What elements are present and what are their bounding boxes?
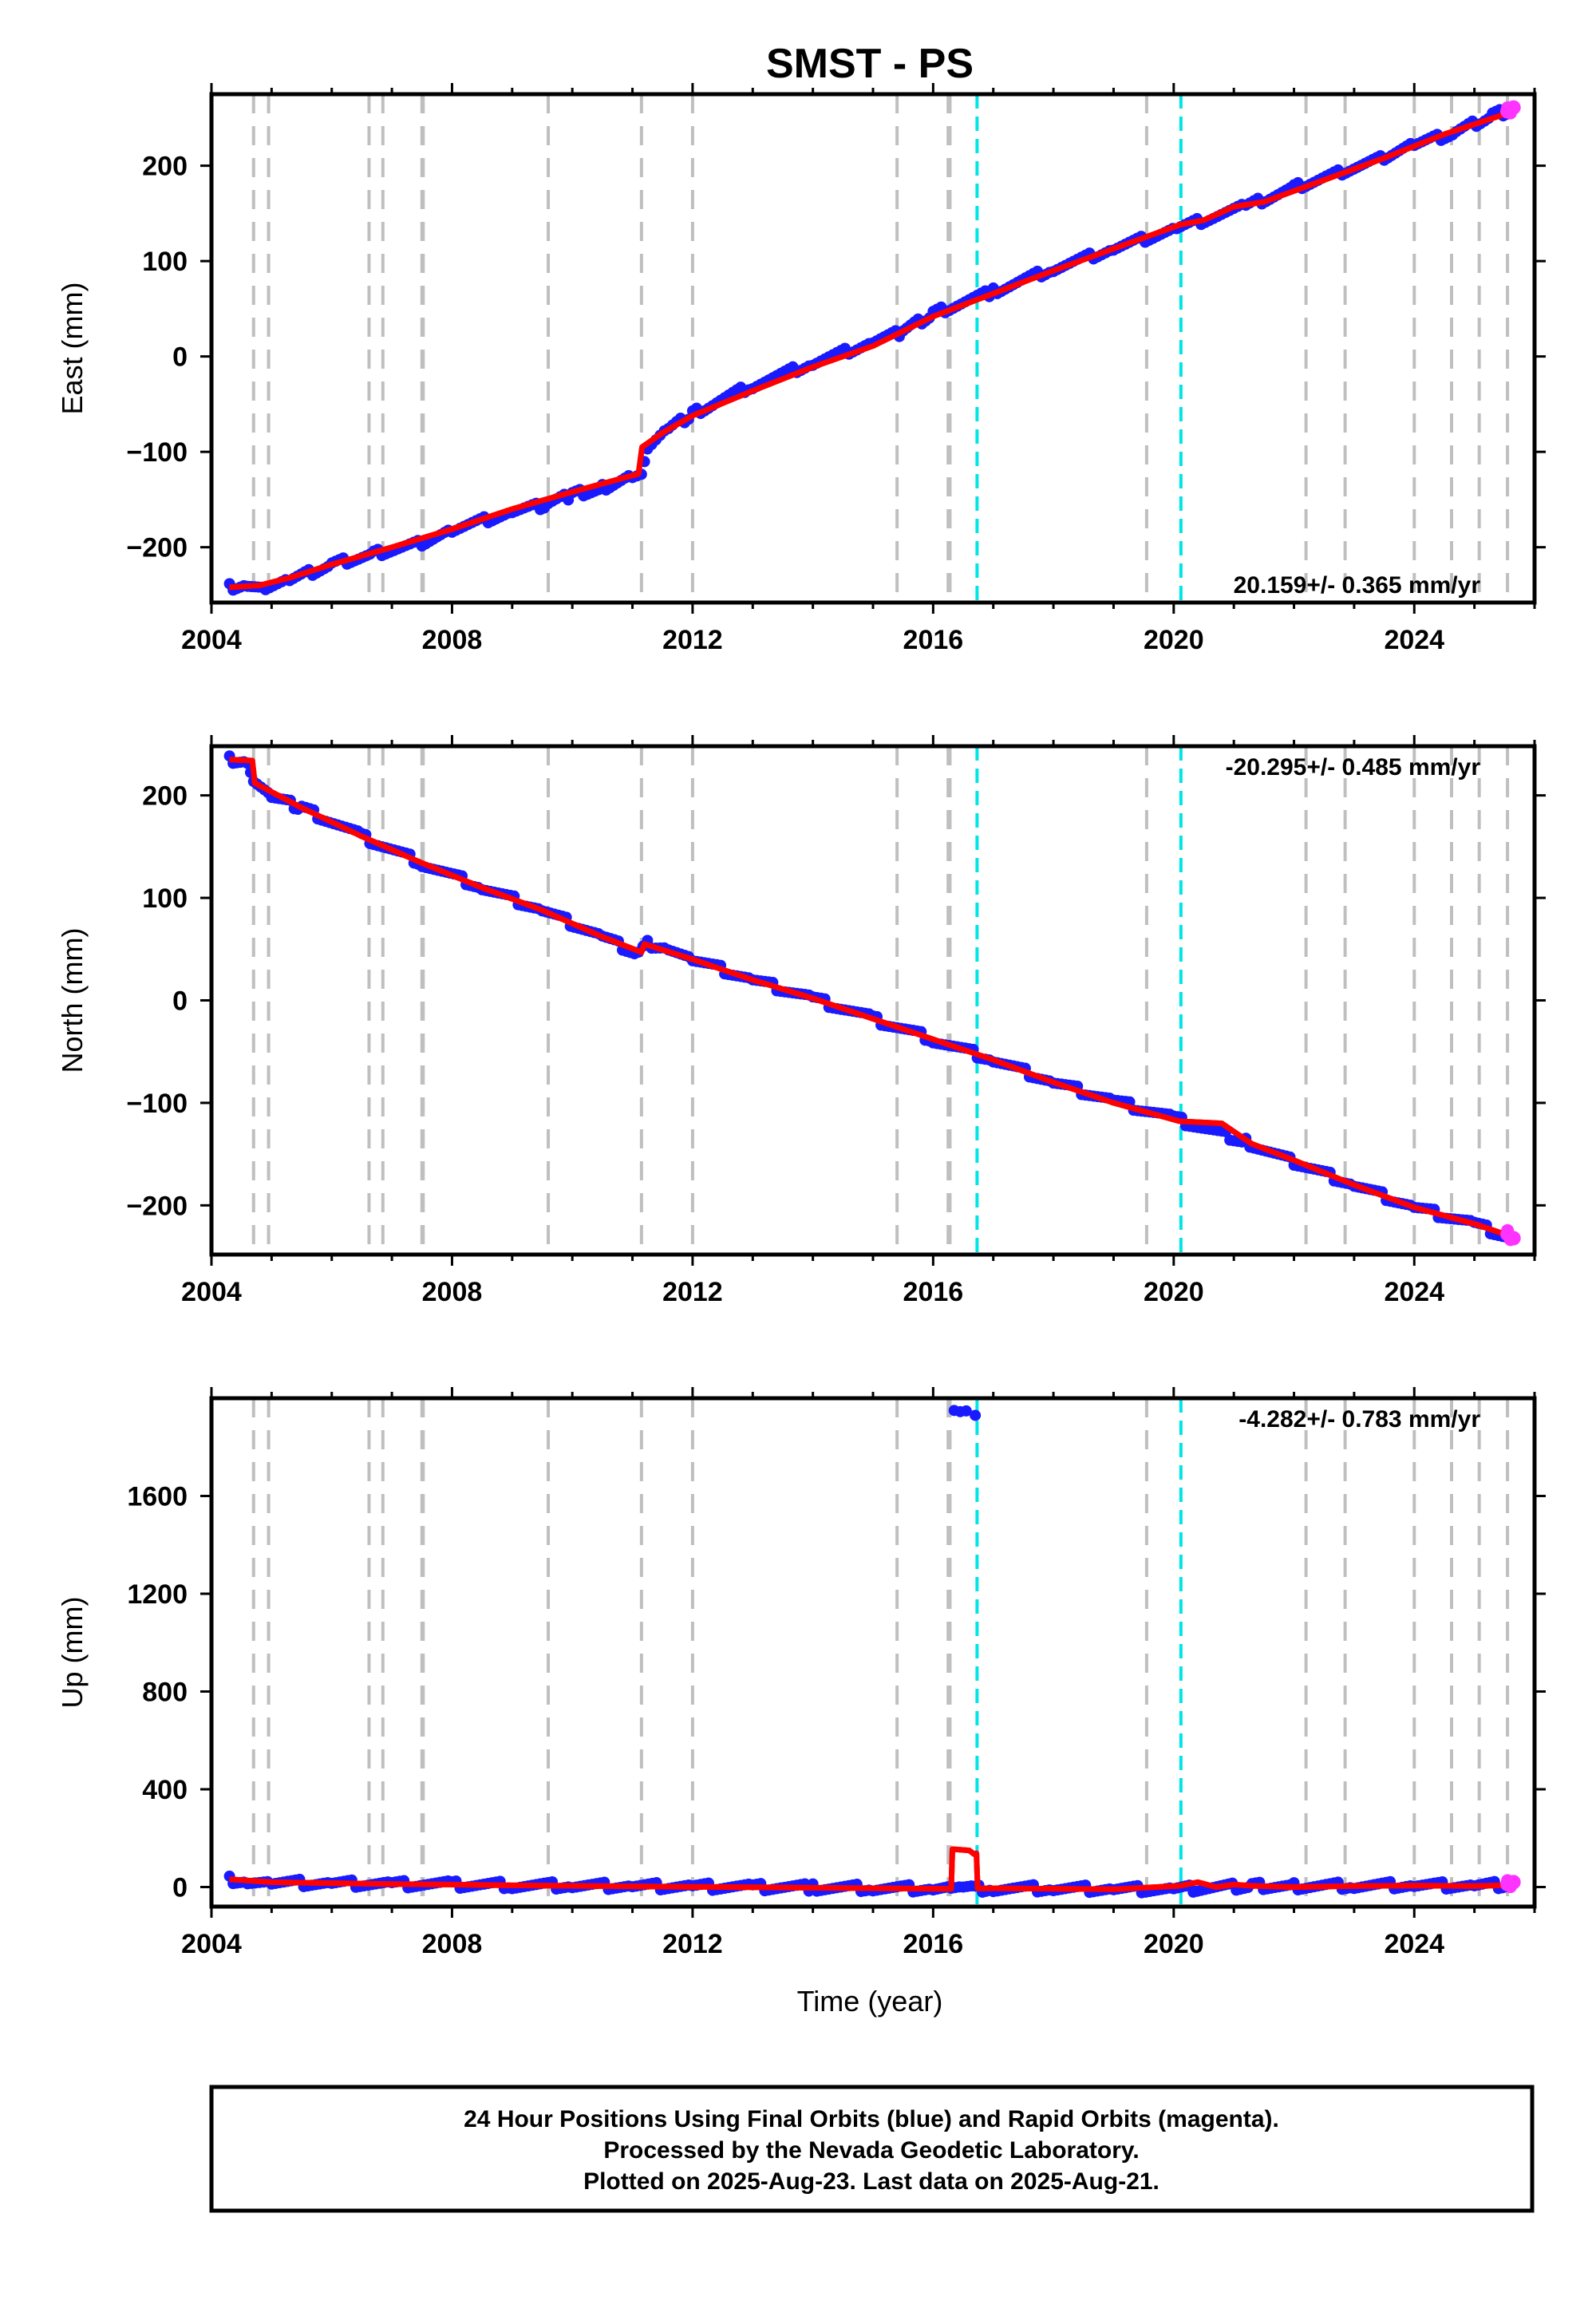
outlier-point (970, 1409, 982, 1421)
x-tick-label: 2024 (1384, 1277, 1444, 1307)
y-tick-label: −100 (126, 437, 188, 468)
rapid-orbit-point (1506, 1875, 1521, 1890)
footer-frame (209, 2085, 1535, 2213)
x-tick-label: 2008 (422, 625, 483, 655)
x-tick-label: 2004 (181, 1929, 242, 1959)
x-tick-label: 2004 (181, 625, 242, 655)
footer-line-1: 24 Hour Positions Using Final Orbits (bl… (464, 2106, 1279, 2132)
velocity-rate-label: -4.282+/- 0.783 mm/yr (1238, 1406, 1480, 1433)
chart-title: SMST - PS (766, 41, 974, 87)
x-tick-label: 2012 (662, 1929, 723, 1959)
rapid-orbit-point (1506, 1231, 1521, 1246)
x-tick-label: 2008 (422, 1277, 483, 1307)
x-tick-label: 2008 (422, 1929, 483, 1959)
x-tick-label: 2024 (1384, 1929, 1444, 1959)
footer-line-2: Processed by the Nevada Geodetic Laborat… (603, 2137, 1139, 2164)
plot-frame (209, 1396, 1537, 1909)
footer-box: 24 Hour Positions Using Final Orbits (bl… (209, 2085, 1535, 2213)
east-panel: 2004 2008 2012 2016 2020 2024 −200 −100 0 100 200 E… (56, 83, 1546, 655)
y-axis-label: North (mm) (56, 928, 89, 1073)
x-tick-label: 2016 (903, 1277, 964, 1307)
x-tick-label: 2012 (662, 625, 723, 655)
x-tick-label: 2024 (1384, 625, 1444, 655)
x-tick-label: 2004 (181, 1277, 242, 1307)
y-tick-label: 0 (172, 342, 188, 373)
y-tick-label: 100 (142, 247, 188, 277)
model-line (229, 757, 1512, 1239)
y-axis-label: Up (mm) (56, 1597, 89, 1709)
up-panel: 2004 2008 2012 2016 2020 2024 0 400 800 1200 1600 U… (56, 1387, 1546, 1959)
outlier-point (960, 1405, 972, 1417)
y-tick-label: 100 (142, 883, 188, 914)
y-tick-label: 1200 (127, 1579, 188, 1610)
x-tick-label: 2020 (1144, 1929, 1204, 1959)
model-line (229, 1846, 1511, 1892)
y-tick-label: 0 (172, 1873, 188, 1903)
y-tick-label: −200 (126, 533, 188, 563)
y-tick-label: 400 (142, 1775, 188, 1805)
x-axis-label: Time (year) (797, 1985, 943, 2018)
y-tick-label: 200 (142, 781, 188, 812)
rapid-orbit-point (1506, 100, 1521, 115)
model-line (229, 109, 1512, 591)
x-tick-label: 2016 (903, 625, 964, 655)
velocity-rate-label: 20.159+/- 0.365 mm/yr (1234, 572, 1481, 599)
north-panel: 2004 2008 2012 2016 2020 2024 −200 −100 0 100 200 N… (56, 735, 1546, 1307)
y-tick-label: 1600 (127, 1482, 188, 1512)
y-tick-label: −100 (126, 1089, 188, 1119)
y-tick-label: 200 (142, 152, 188, 182)
velocity-rate-label: -20.295+/- 0.485 mm/yr (1226, 754, 1481, 781)
footer-line-3: Plotted on 2025-Aug-23. Last data on 202… (583, 2168, 1159, 2195)
x-tick-label: 2016 (903, 1929, 964, 1959)
x-tick-label: 2012 (662, 1277, 723, 1307)
y-tick-label: −200 (126, 1191, 188, 1221)
y-tick-label: 800 (142, 1678, 188, 1708)
y-tick-label: 0 (172, 986, 188, 1017)
y-axis-label: East (mm) (56, 283, 89, 415)
x-tick-label: 2020 (1144, 1277, 1204, 1307)
x-tick-label: 2020 (1144, 625, 1204, 655)
